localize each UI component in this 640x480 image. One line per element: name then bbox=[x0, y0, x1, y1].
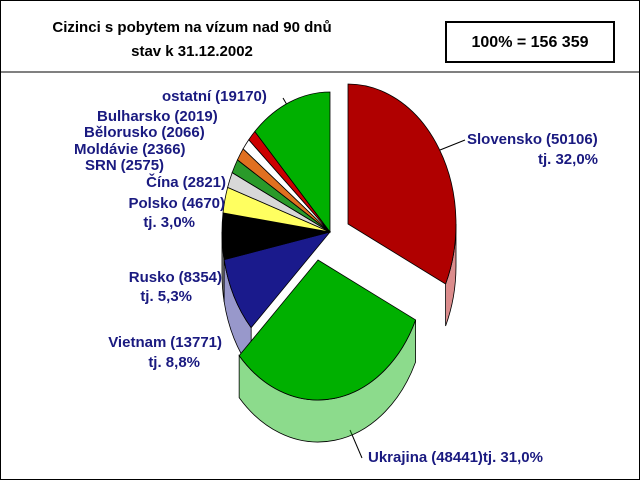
category-name: Čína bbox=[146, 173, 179, 191]
percent-label: tj. 3,0% bbox=[143, 214, 195, 231]
slice-label: Bělorusko (2066) bbox=[84, 124, 205, 141]
slice bbox=[238, 259, 417, 401]
value-label: (13771) bbox=[170, 334, 222, 351]
slice-label: Bulharsko (2019) bbox=[97, 108, 218, 125]
slice-label: Vietnam (13771) bbox=[108, 334, 222, 351]
category-name: Ukrajina bbox=[368, 449, 428, 466]
value-label: (2019) bbox=[174, 108, 217, 125]
value-label: (4670) bbox=[182, 195, 225, 212]
value-label: (8354) bbox=[179, 269, 222, 286]
slice-label: Rusko (8354) bbox=[129, 269, 222, 286]
slice-label: Čína (2821) bbox=[146, 173, 226, 191]
percent-label: tj. 5,3% bbox=[140, 288, 192, 305]
value-label: (19170) bbox=[215, 88, 267, 105]
category-name: Vietnam bbox=[108, 334, 166, 351]
category-name: Rusko bbox=[129, 269, 175, 286]
value-label: (2366) bbox=[142, 141, 185, 158]
slice bbox=[347, 83, 457, 285]
value-label: (2821) bbox=[183, 174, 226, 191]
percent-label: tj. 31,0% bbox=[483, 449, 543, 466]
slice-label: SRN (2575) bbox=[85, 157, 164, 174]
category-name: Bulharsko bbox=[97, 108, 170, 125]
total-box bbox=[445, 21, 615, 63]
category-name: Polsko bbox=[128, 195, 177, 212]
category-name: Moldávie bbox=[74, 141, 138, 158]
slice-label: Polsko (4670) bbox=[128, 195, 225, 212]
slice-label: Slovensko (50106) bbox=[467, 131, 598, 148]
total-label: 100% = 156 359 bbox=[472, 34, 589, 51]
category-name: Bělorusko bbox=[84, 124, 157, 141]
slice-label: Moldávie (2366) bbox=[74, 141, 186, 158]
percent-label: tj. 32,0% bbox=[538, 151, 598, 168]
slice-label: Ukrajina (48441)tj. 31,0% bbox=[368, 449, 543, 466]
chart-title: Cizinci s pobytem na vízum nad 90 dnů bbox=[52, 19, 331, 36]
slice-label: ostatní (19170) bbox=[162, 88, 267, 105]
value-label: (50106) bbox=[546, 131, 598, 148]
value-label: (2066) bbox=[161, 124, 204, 141]
category-name: ostatní bbox=[162, 88, 212, 105]
slice bbox=[254, 91, 331, 234]
percent-label: tj. 8,8% bbox=[148, 354, 200, 371]
value-label: (48441) bbox=[431, 449, 483, 466]
chart-subtitle: stav k 31.12.2002 bbox=[131, 43, 253, 60]
value-label: (2575) bbox=[121, 157, 164, 174]
leader-line bbox=[439, 139, 466, 151]
category-name: SRN bbox=[85, 157, 117, 174]
category-name: Slovensko bbox=[467, 131, 542, 148]
